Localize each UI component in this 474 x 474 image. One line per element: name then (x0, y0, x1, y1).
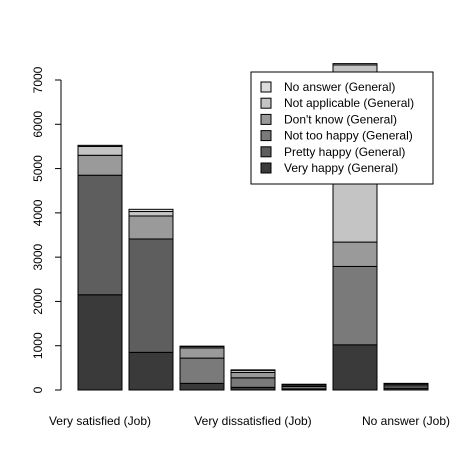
legend-label: No answer (General) (284, 80, 395, 94)
legend-swatch (260, 97, 272, 109)
bar-segment (332, 241, 378, 267)
legend-label: Not too happy (General) (284, 129, 413, 143)
legend-swatch (260, 81, 272, 93)
legend-swatch (260, 162, 272, 174)
bar-segment (128, 211, 174, 217)
legend-label: Not applicable (General) (284, 96, 414, 110)
legend-label: Very happy (General) (284, 161, 398, 175)
bar-segment (230, 372, 276, 379)
legend-swatch (260, 146, 272, 158)
x-category-label: Very dissatisfied (Job) (194, 414, 311, 428)
bar-segment (332, 265, 378, 346)
bar-stack (179, 345, 225, 391)
legend-label: Pretty happy (General) (284, 145, 405, 159)
bar-segment (179, 347, 225, 359)
bar-stack (77, 144, 123, 391)
y-tick-label: 4000 (31, 199, 45, 226)
bar-segment (179, 382, 225, 391)
bar-segment (230, 377, 276, 388)
bar-segment (179, 357, 225, 384)
x-category-label: Very satisfied (Job) (49, 414, 151, 428)
y-tick-label: 7000 (31, 66, 45, 93)
y-tick-label: 6000 (31, 111, 45, 138)
y-axis: 0 1000 2000 3000 4000 5000 6000 7000 (31, 66, 62, 393)
bar-segment (77, 294, 123, 391)
bar-stack (383, 382, 429, 391)
bar-segment (332, 344, 378, 391)
legend: No answer (General) Not applicable (Gener… (250, 71, 434, 185)
bar-segment (77, 144, 123, 147)
y-tick-label: 1000 (31, 332, 45, 359)
bar-segment (128, 215, 174, 240)
bar-segment (77, 145, 123, 156)
bar-segment (128, 208, 174, 213)
bars-group (77, 63, 429, 391)
legend-swatch (260, 130, 272, 142)
legend-label: Don't know (General) (284, 112, 397, 126)
bar-segment (332, 63, 378, 66)
bar-stack (281, 383, 327, 391)
y-tick-label: 3000 (31, 243, 45, 270)
bar-segment (128, 351, 174, 391)
bar-stack (128, 208, 174, 391)
legend-swatch (260, 113, 272, 125)
bar-stack (230, 369, 276, 391)
bar-segment (77, 174, 123, 296)
y-tick-label: 0 (31, 386, 45, 393)
bar-segment (77, 154, 123, 176)
legend-box (250, 71, 434, 185)
y-tick-label: 2000 (31, 288, 45, 315)
y-tick-label: 5000 (31, 155, 45, 182)
bar-segment (128, 238, 174, 353)
x-axis-labels: Very satisfied (Job) Very dissatisfied (J… (49, 414, 450, 428)
x-category-label: No answer (Job) (362, 414, 450, 428)
